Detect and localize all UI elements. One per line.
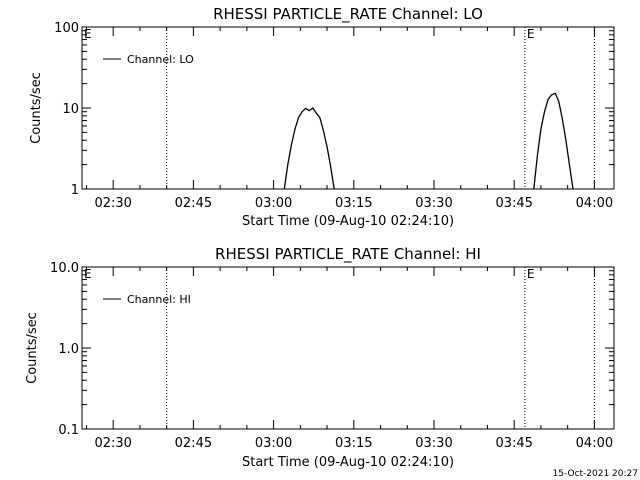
x-tick-label: 04:00 (576, 196, 613, 211)
panel-lo: RHESSI PARTICLE_RATE Channel: LO Counts/… (29, 5, 615, 229)
series-line-segment (533, 92, 574, 190)
x-tick-label: 03:30 (415, 436, 452, 451)
x-tick-label: 02:30 (94, 436, 131, 451)
y-axis-label: Counts/sec (29, 72, 44, 144)
x-tick-label: 03:00 (255, 196, 292, 211)
x-tick-label: 03:30 (415, 196, 452, 211)
markers: E (166, 27, 595, 189)
chart-title: RHESSI PARTICLE_RATE Channel: HI (215, 245, 481, 264)
plot-frame (81, 266, 615, 430)
left-marker-label: E (84, 267, 92, 281)
legend-entry: Channel: LO (127, 53, 194, 66)
chart-title: RHESSI PARTICLE_RATE Channel: LO (213, 5, 483, 24)
x-tick-label: 03:15 (335, 436, 372, 451)
x-tick-label: 02:30 (94, 196, 131, 211)
left-marker-label: E (84, 27, 92, 41)
series-line-segment (283, 107, 335, 190)
y-tick-label: 100 (54, 21, 79, 36)
x-tick-label: 02:45 (175, 196, 212, 211)
series (283, 92, 574, 190)
x-tick-label: 03:45 (495, 436, 532, 451)
y-ticks: 1 10 100 (54, 21, 614, 198)
marker-label: E (527, 27, 535, 41)
generation-timestamp: 15-Oct-2021 20:27 (553, 469, 638, 479)
plot-frame (81, 26, 615, 190)
x-tick-label: 04:00 (576, 436, 613, 451)
x-ticks: 02:30 02:45 03:00 03:15 03:30 03:45 04:00 (85, 27, 613, 211)
markers: E (166, 267, 595, 429)
x-tick-label: 03:15 (335, 196, 372, 211)
marker-label: E (527, 267, 535, 281)
y-tick-label: 1 (71, 183, 79, 198)
y-tick-label: 10.0 (50, 261, 79, 276)
x-tick-label: 03:45 (495, 196, 532, 211)
y-tick-label: 1.0 (58, 342, 79, 357)
panel-hi: RHESSI PARTICLE_RATE Channel: HI Counts/… (25, 245, 615, 470)
legend-entry: Channel: HI (127, 293, 191, 306)
y-tick-label: 0.1 (58, 423, 79, 438)
x-axis-label: Start Time (09-Aug-10 02:24:10) (242, 455, 454, 470)
y-ticks: 0.1 1.0 10.0 (50, 261, 614, 438)
x-axis-label: Start Time (09-Aug-10 02:24:10) (242, 214, 454, 229)
y-axis-label: Counts/sec (25, 312, 40, 384)
x-ticks: 02:30 02:45 03:00 03:15 03:30 03:45 04:00 (85, 267, 613, 451)
y-tick-label: 10 (62, 102, 79, 117)
x-tick-label: 02:45 (175, 436, 212, 451)
x-tick-label: 03:00 (255, 436, 292, 451)
